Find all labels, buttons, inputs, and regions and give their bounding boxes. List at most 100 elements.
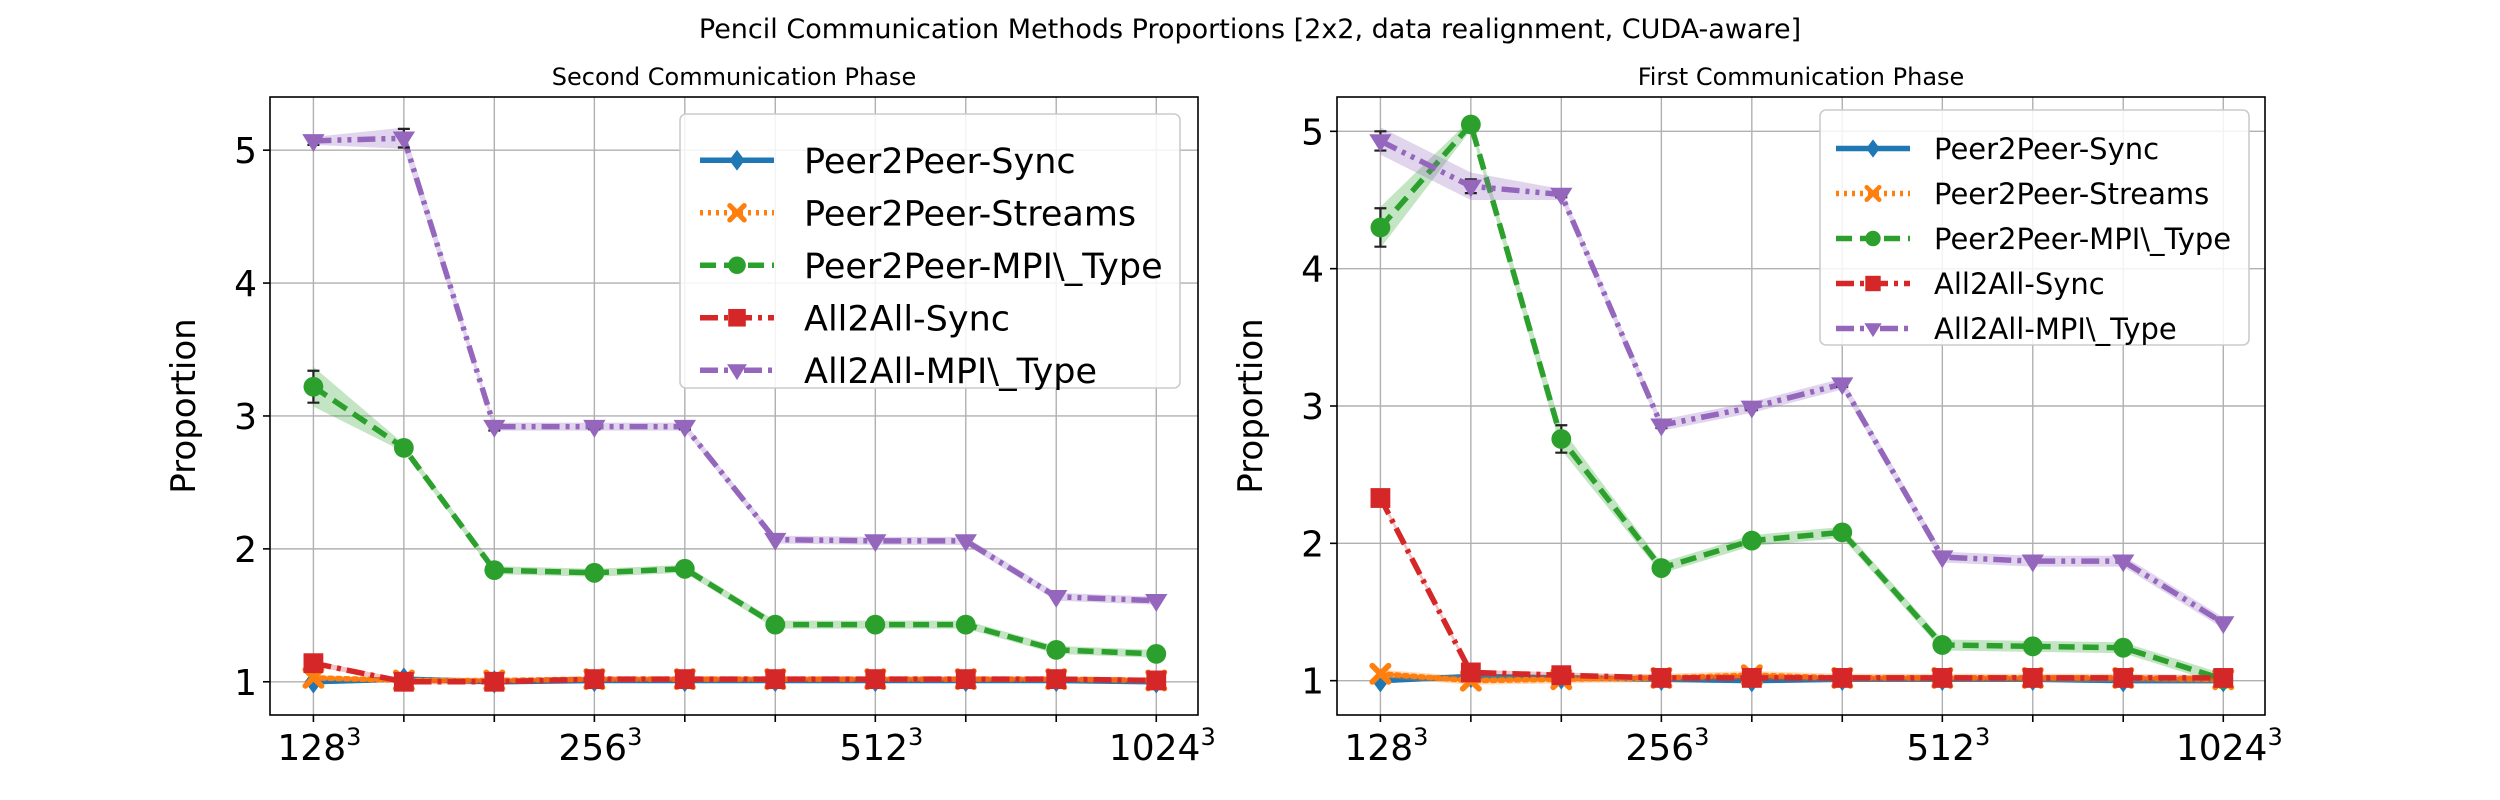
legend-marker (728, 256, 746, 275)
data-point (765, 614, 786, 635)
legend-label: All2All-Sync (1934, 267, 2105, 301)
data-point (1550, 187, 1573, 206)
data-point (2112, 554, 2135, 573)
x-tick-base: 512 (1906, 728, 1975, 769)
series-line (1378, 121, 2225, 682)
data-point (1832, 522, 1853, 543)
figure-title: Pencil Communication Methods Proportions… (698, 14, 1802, 45)
series-4 (1370, 488, 2234, 688)
data-point (2113, 637, 2134, 658)
axes-frame (269, 96, 1199, 716)
data-point (393, 671, 414, 692)
data-point (1932, 635, 1953, 655)
x-tick-label: 5123 (839, 723, 923, 769)
data-point (1371, 668, 1390, 693)
data-point (1146, 643, 1167, 664)
data-point (673, 419, 696, 438)
legend-marker (727, 202, 747, 223)
x-tick-exponent: 3 (627, 723, 642, 751)
series-5 (302, 127, 1168, 612)
y-tick-label: 1 (234, 663, 257, 704)
series-3 (1370, 114, 2234, 690)
data-point (392, 131, 416, 150)
y-tick-label: 5 (1301, 112, 1324, 153)
legend-marker (1864, 323, 1882, 338)
x-tick-exponent: 3 (1975, 723, 1990, 751)
x-tick-label: 5123 (1906, 723, 1990, 769)
data-point (1551, 429, 1572, 449)
series-line (1379, 138, 2225, 626)
data-point (484, 560, 505, 581)
data-point (954, 534, 977, 553)
x-tick-base: 256 (558, 728, 627, 769)
legend-label: Peer2Peer-MPI\_Type (1934, 222, 2231, 256)
legend: Peer2Peer-Sync Peer2Peer-Streams Peer2Peer… (1819, 109, 2250, 346)
data-point (765, 669, 786, 690)
data-point (1741, 530, 1762, 551)
y-tick-label: 1 (1301, 662, 1324, 703)
legend-label: All2All-MPI\_Type (804, 352, 1097, 392)
y-tick-label: 5 (234, 131, 257, 172)
y-tick-label: 4 (1301, 250, 1324, 291)
data-point (2021, 554, 2044, 573)
series-line (1377, 496, 2224, 681)
series-line (312, 660, 1157, 685)
data-point (674, 558, 695, 579)
data-point (393, 437, 414, 458)
x-tick-exponent: 3 (2267, 723, 2282, 751)
data-point (1146, 670, 1167, 691)
data-point (1460, 114, 1481, 135)
data-point (674, 669, 695, 690)
legend-label: Peer2Peer-Streams (1934, 177, 2209, 211)
legend-marker (1866, 139, 1880, 158)
data-point (1831, 377, 1854, 396)
legend: Peer2Peer-Sync Peer2Peer-Streams Peer2Peer… (679, 113, 1181, 392)
legend-marker (1864, 184, 1882, 203)
y-tick-label: 3 (234, 397, 257, 438)
y-tick-label: 4 (234, 264, 257, 305)
x-tick-base: 1024 (1109, 728, 1201, 769)
confidence-band (1380, 127, 2224, 629)
data-point (955, 669, 976, 690)
legend-label: All2All-MPI\_Type (1934, 312, 2177, 346)
legend-box (679, 113, 1181, 389)
x-tick-exponent: 3 (1200, 723, 1215, 751)
data-point (1651, 668, 1672, 688)
legend-label: Peer2Peer-Streams (804, 194, 1136, 234)
panel-title: Second Communication Phase (552, 63, 916, 91)
y-tick-label: 3 (1301, 387, 1324, 428)
y-axis-label: Proportion (164, 318, 204, 493)
x-tick-base: 128 (277, 728, 346, 769)
x-tick-base: 128 (1344, 728, 1413, 769)
data-point (1551, 665, 1572, 686)
y-tick-label: 2 (1301, 524, 1324, 565)
data-point (1832, 668, 1853, 688)
legend-label: Peer2Peer-Sync (804, 142, 1076, 182)
legend-label: Peer2Peer-Sync (1934, 132, 2159, 166)
y-axis-label: Proportion (1231, 318, 1271, 493)
data-point (1370, 217, 1391, 238)
data-point (1145, 594, 1168, 612)
data-point (1931, 550, 1954, 569)
data-point (1932, 668, 1953, 688)
data-point (1741, 668, 1762, 688)
data-point (1651, 558, 1672, 578)
legend-marker (1865, 275, 1881, 292)
x-tick-base: 512 (839, 728, 908, 769)
x-tick-label: 1283 (277, 723, 361, 769)
data-point (583, 419, 606, 438)
legend-marker (729, 149, 745, 171)
data-point (1370, 488, 1391, 508)
data-point (1046, 639, 1067, 660)
panel-title: First Communication Phase (1638, 63, 1965, 91)
data-point (2022, 668, 2043, 688)
data-point (483, 419, 506, 438)
data-point (1046, 669, 1067, 690)
data-point (2213, 668, 2234, 688)
data-point (1740, 400, 1763, 419)
data-point (584, 669, 605, 690)
